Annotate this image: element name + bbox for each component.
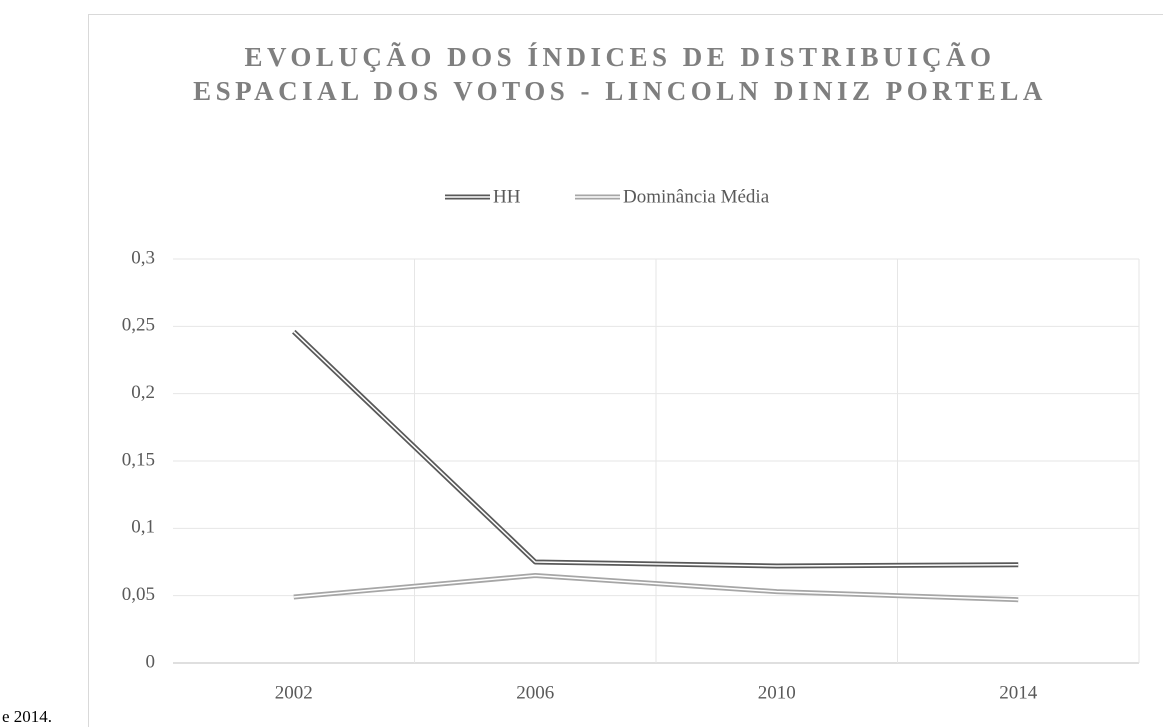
y-tick-label: 0,05 <box>122 584 155 605</box>
y-tick-label: 0,15 <box>122 449 155 470</box>
y-tick-label: 0,1 <box>131 517 155 538</box>
x-tick-label: 2014 <box>999 682 1038 703</box>
series-line-inner <box>293 331 1019 567</box>
text-fragment: e 2014. <box>2 707 53 726</box>
x-tick-label: 2010 <box>758 682 796 703</box>
series-line-inner <box>293 574 1019 601</box>
legend-label: HH <box>493 186 521 207</box>
y-tick-label: 0 <box>146 651 156 672</box>
y-tick-label: 0,3 <box>131 247 155 268</box>
y-tick-label: 0,25 <box>122 315 155 336</box>
y-tick-label: 0,2 <box>131 382 155 403</box>
x-tick-label: 2006 <box>516 682 554 703</box>
chart-frame <box>88 14 1163 727</box>
legend-label: Dominância Média <box>623 186 770 207</box>
chart-title: EVOLUÇÃO DOS ÍNDICES DE DISTRIBUIÇÃO ESP… <box>193 42 1047 106</box>
x-tick-label: 2002 <box>275 682 313 703</box>
